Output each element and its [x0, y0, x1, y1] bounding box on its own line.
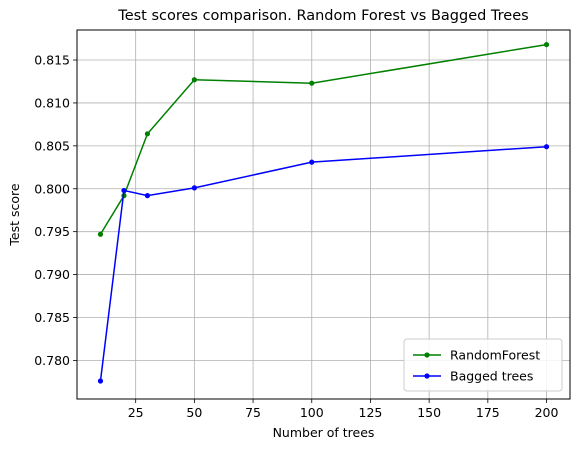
data-point	[309, 80, 315, 86]
legend-label: RandomForest	[450, 348, 540, 363]
x-axis-label: Number of trees	[273, 425, 375, 440]
y-tick-label: 0.785	[34, 310, 70, 325]
plot-frame	[76, 29, 571, 400]
data-point	[97, 378, 104, 384]
x-tick-label: 125	[359, 405, 383, 420]
data-point	[97, 231, 104, 237]
x-tick-label: 75	[245, 405, 261, 420]
y-tick-label: 0.805	[34, 138, 70, 153]
series-group	[97, 41, 550, 384]
x-tick-label: 175	[476, 405, 500, 420]
x-tick-label: 100	[300, 405, 324, 420]
legend-marker	[424, 373, 430, 379]
grid	[77, 30, 570, 399]
data-point	[543, 144, 550, 150]
series-line-0	[99, 43, 547, 235]
legend: RandomForest Bagged trees	[403, 338, 563, 392]
x-tick-label: 150	[417, 405, 441, 420]
legend-marker	[424, 352, 430, 358]
data-point	[191, 77, 197, 83]
data-point	[191, 185, 197, 191]
y-tick-label: 0.810	[34, 95, 70, 110]
x-tick-label: 25	[128, 405, 144, 420]
data-point	[144, 193, 151, 199]
x-tick-label: 200	[535, 405, 559, 420]
y-tick-label: 0.800	[34, 181, 70, 196]
data-point	[543, 41, 550, 48]
legend-box	[403, 338, 563, 392]
y-tick-label: 0.795	[34, 224, 70, 239]
ticks: 25 50 75 100 125 150 175 200 0.780 0.785 0.790 0.79…	[34, 53, 558, 420]
x-tick-label: 50	[186, 405, 202, 420]
series-line-1	[99, 145, 547, 382]
chart-title: Test scores comparison. Random Forest vs…	[117, 8, 528, 24]
legend-label: Bagged trees	[450, 369, 533, 384]
data-point	[309, 159, 315, 165]
y-tick-label: 0.780	[34, 353, 70, 368]
y-axis-label: Test score	[7, 183, 22, 246]
y-tick-label: 0.815	[34, 53, 70, 68]
y-tick-label: 0.790	[34, 267, 70, 282]
data-point	[121, 187, 127, 194]
data-point	[144, 131, 151, 137]
